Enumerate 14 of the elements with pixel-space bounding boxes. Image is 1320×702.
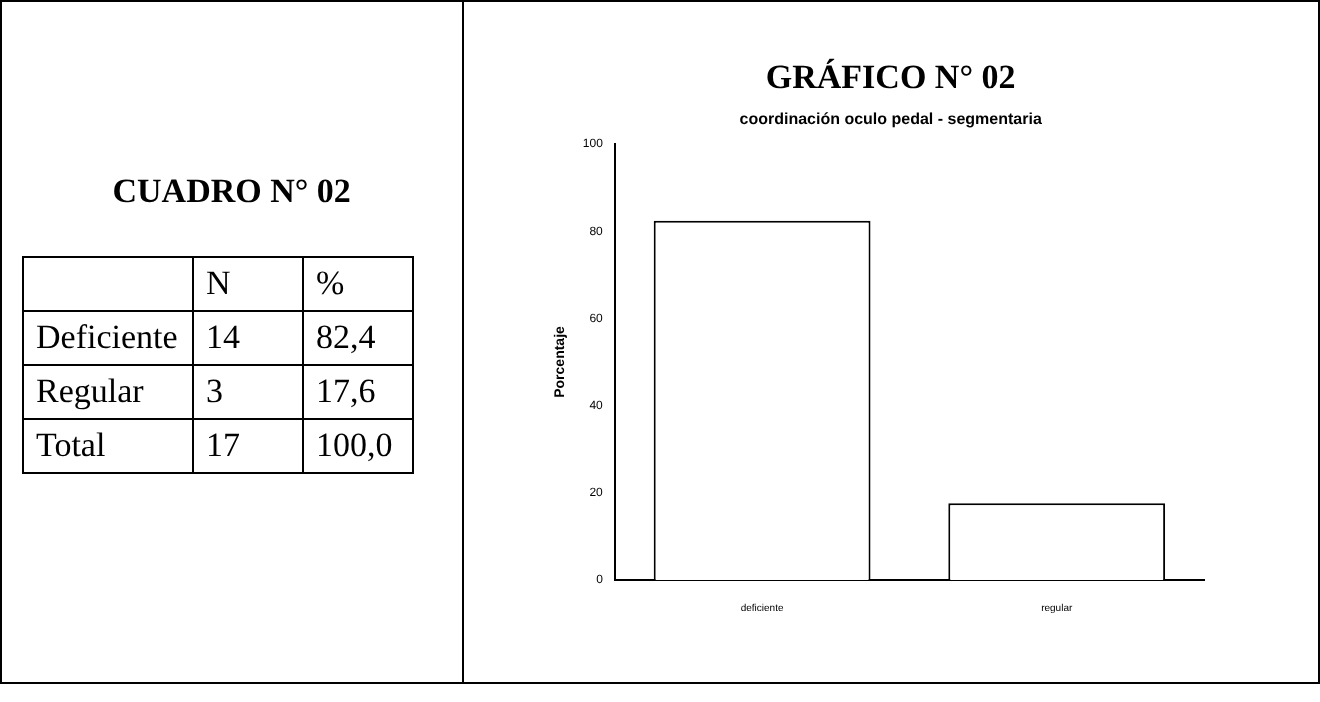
text: Total — [23, 419, 193, 473]
chart-subtitle: coordinación oculo pedal - segmentaria — [737, 110, 1044, 128]
text: 17,6 — [303, 365, 413, 419]
text: Regular — [23, 365, 193, 419]
text: N — [193, 257, 303, 311]
text: Deficiente — [23, 311, 193, 365]
text: 14 — [193, 311, 303, 365]
text: CUADRO N° 02 — [110, 172, 353, 212]
text: 17 — [193, 419, 303, 473]
text: 3 — [193, 365, 303, 419]
chart-title: GRÁFICO N° 02 — [763, 58, 1018, 98]
text: 82,4 — [303, 311, 413, 365]
text: % — [303, 257, 413, 311]
text: 100,0 — [303, 419, 413, 473]
